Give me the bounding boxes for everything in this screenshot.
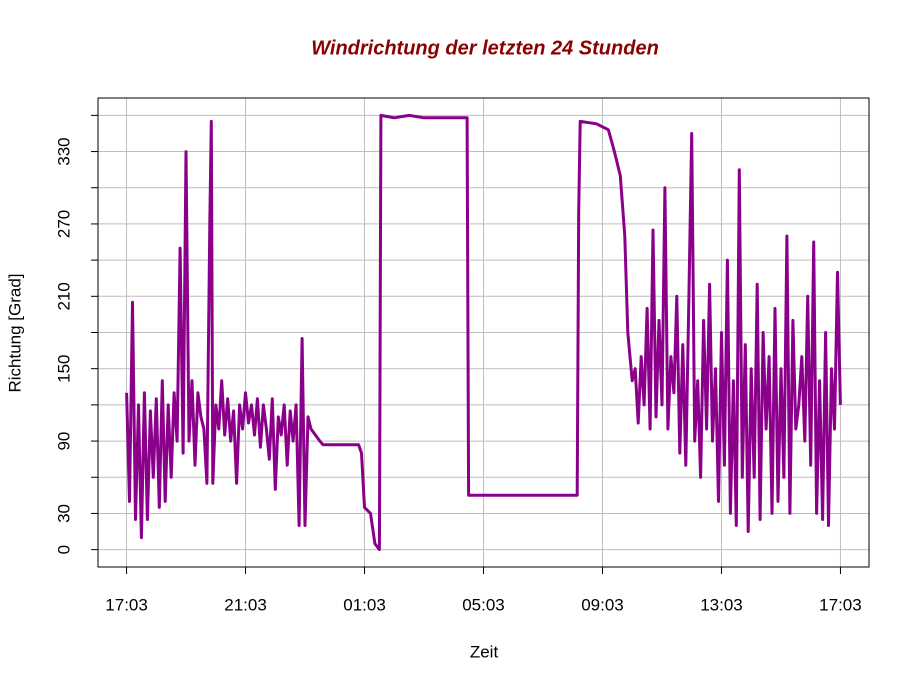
x-tick-label: 21:03 bbox=[224, 595, 267, 614]
x-tick-label: 05:03 bbox=[462, 595, 505, 614]
x-tick-label: 17:03 bbox=[105, 595, 148, 614]
y-tick-label: 210 bbox=[54, 282, 73, 310]
y-tick-label: 0 bbox=[54, 545, 73, 554]
y-tick-label: 330 bbox=[54, 137, 73, 165]
y-tick-label: 270 bbox=[54, 210, 73, 238]
y-axis-label: Richtung [Grad] bbox=[5, 273, 24, 392]
y-tick-label: 150 bbox=[54, 355, 73, 383]
y-tick-label: 90 bbox=[54, 432, 73, 451]
y-tick-label: 30 bbox=[54, 504, 73, 523]
plot-frame bbox=[97, 97, 870, 568]
x-tick-label: 09:03 bbox=[581, 595, 624, 614]
chart-title: Windrichtung der letzten 24 Stunden bbox=[311, 37, 659, 59]
x-tick-label: 13:03 bbox=[700, 595, 743, 614]
data-line bbox=[125, 113, 842, 552]
x-tick-label: 17:03 bbox=[819, 595, 862, 614]
x-tick-label: 01:03 bbox=[343, 595, 386, 614]
x-axis-label: Zeit bbox=[470, 642, 499, 661]
